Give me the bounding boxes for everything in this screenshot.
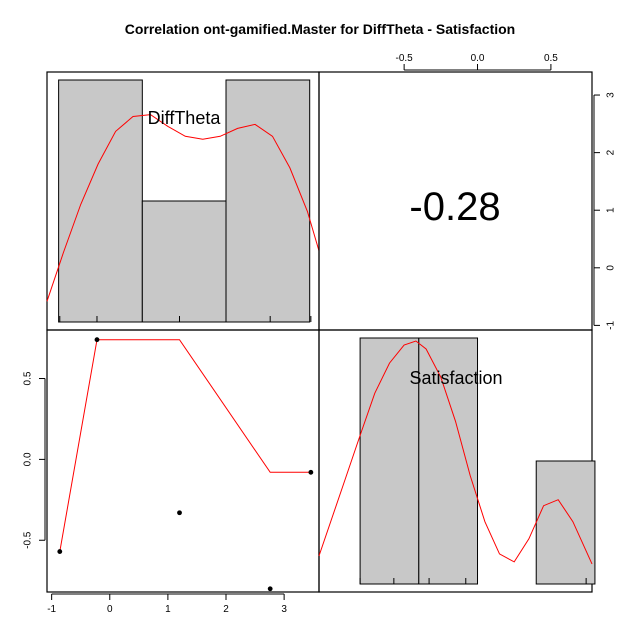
satisfaction-histogram-bar: [535, 460, 596, 585]
panel-correlation: -0.28: [318, 71, 593, 331]
scatter-point: [177, 510, 182, 516]
correlation-value: -0.28: [409, 185, 500, 229]
axis-right-tick-label: 3: [606, 92, 617, 98]
axis-bottom-tick-label: 0: [107, 604, 113, 615]
axis-top-tick-label: -0.5: [396, 53, 414, 64]
axis-left-tick-label: 0.5: [23, 371, 34, 385]
axis-bottom-tick-label: 2: [223, 604, 229, 615]
axis-bottom: -1 0 1 2 3: [47, 593, 287, 615]
axis-right-tick-label: -1: [606, 321, 617, 330]
loess-smooth-line: [59, 339, 311, 552]
satisfaction-histogram-bar: [418, 337, 479, 585]
axis-right: -1 0 1 2 3: [593, 92, 617, 330]
satisfaction-density-curve: [318, 340, 593, 565]
axis-left-tick-label: -0.5: [23, 531, 34, 549]
axis-left: -0.5 0.0 0.5: [23, 371, 46, 549]
axis-right-tick-label: 1: [606, 207, 617, 213]
axis-left-tick-label: 0.0: [23, 452, 34, 466]
panel-satisfaction-histogram: Satisfaction: [318, 329, 596, 593]
difftheta-histogram-bar: [58, 79, 143, 323]
diag-label-difftheta: DiffTheta: [148, 108, 222, 128]
axis-bottom-tick-label: 1: [165, 604, 171, 615]
scatter-point: [267, 586, 273, 592]
difftheta-histogram-bar: [225, 79, 311, 323]
difftheta-histogram-bar: [141, 200, 227, 323]
scatter-point: [308, 469, 314, 475]
axis-top-tick-label: 0.0: [471, 53, 485, 64]
diag-label-satisfaction: Satisfaction: [409, 368, 502, 388]
axis-top-tick-label: 0.5: [544, 53, 558, 64]
axis-bottom-tick-label: -1: [47, 604, 56, 615]
axis-right-tick-label: 2: [606, 149, 617, 155]
panel-scatter: [46, 329, 320, 593]
panel-frame-bottom-left: [46, 329, 320, 593]
axis-top: -0.5 0.0 0.5: [396, 53, 558, 71]
chart-title: Correlation ont-gamified.Master for Diff…: [125, 21, 515, 37]
scatter-point: [57, 549, 63, 554]
axis-right-tick-label: 0: [606, 265, 617, 271]
panel-difftheta-histogram: DiffTheta: [46, 71, 320, 331]
difftheta-density-curve: [46, 114, 320, 302]
scatter-point: [94, 337, 100, 343]
axis-bottom-tick-label: 3: [281, 604, 287, 615]
